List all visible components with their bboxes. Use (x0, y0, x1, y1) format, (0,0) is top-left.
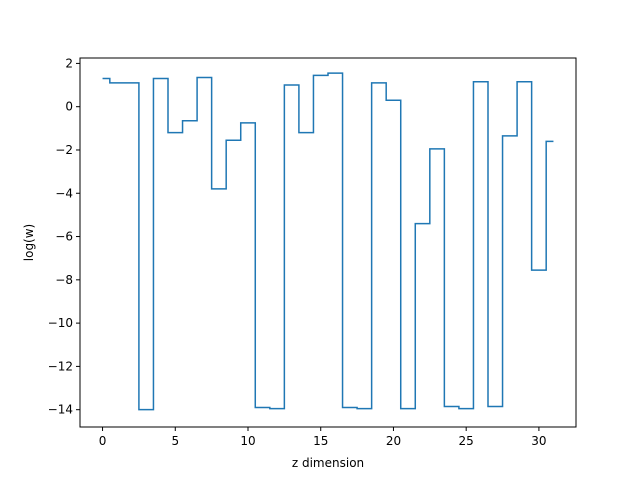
x-axis: 0 5 10 15 20 25 30 (99, 427, 547, 448)
y-tick-label: −14 (48, 403, 73, 417)
y-tick-label: −10 (48, 316, 73, 330)
y-tick-label: −4 (55, 186, 73, 200)
x-tick-label: 25 (459, 434, 474, 448)
x-tick-label: 0 (99, 434, 107, 448)
plot-area (102, 72, 554, 411)
x-tick-label: 10 (240, 434, 255, 448)
x-axis-label: z dimension (292, 456, 364, 470)
x-tick-label: 20 (386, 434, 401, 448)
y-tick-label: −2 (55, 143, 73, 157)
y-axis-label: log(w) (22, 224, 36, 261)
y-tick-label: −6 (55, 230, 73, 244)
y-tick-label: 2 (65, 56, 73, 70)
y-axis: 2 0 −2 −4 −6 −8 −10 −12 −14 (48, 56, 80, 417)
x-tick-label: 5 (171, 434, 179, 448)
y-tick-label: −8 (55, 273, 73, 287)
y-tick-label: −12 (48, 359, 73, 373)
y-tick-label: 0 (65, 100, 73, 114)
x-tick-label: 30 (531, 434, 546, 448)
x-tick-label: 15 (313, 434, 328, 448)
series-line-0 (102, 72, 554, 411)
axes-frame (79, 57, 577, 428)
